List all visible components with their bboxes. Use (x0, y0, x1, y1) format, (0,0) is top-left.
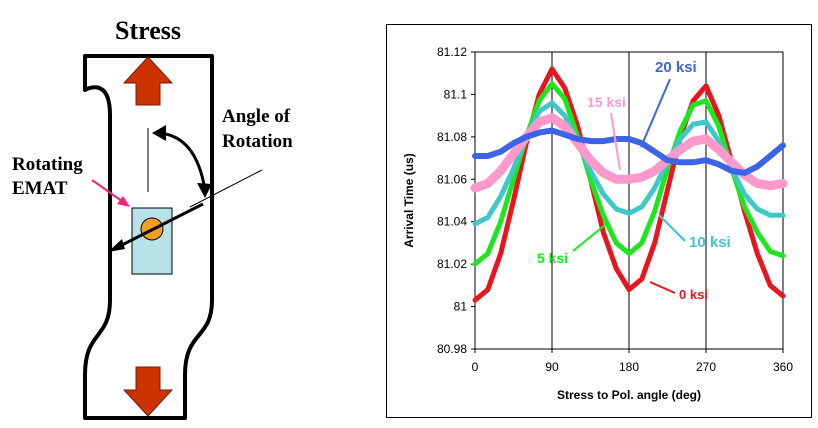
y-tick-label: 81.1 (444, 87, 468, 101)
series-label: 15 ksi (587, 94, 626, 110)
series-label-pointer (658, 214, 686, 242)
x-tick-label: 360 (773, 360, 793, 374)
series-label: 10 ksi (689, 234, 731, 251)
polarization-arrow-head-left (108, 239, 125, 252)
y-tick-label: 81.06 (437, 172, 467, 186)
angle-reference-line (189, 169, 263, 208)
x-tick-label: 0 (472, 360, 479, 374)
angle-arc-head-top (152, 125, 166, 141)
arrival-time-chart: 80.98 81 81.02 81.04 81.06 81.08 81.1 81.12 0 90 1… (402, 45, 793, 402)
y-tick-label: 81 (454, 300, 468, 314)
stress-down-arrow (122, 366, 174, 417)
specimen-outline (83, 54, 214, 420)
angle-label-line2: Rotation (222, 131, 293, 152)
y-tick-label: 80.98 (437, 342, 467, 356)
y-tick-label: 81.04 (437, 215, 467, 229)
series-label-pointer (649, 281, 676, 294)
emat-label-line2: EMAT (12, 178, 68, 199)
polarization-arrow (111, 202, 204, 252)
specimen-diagram: Stress Angle of Rotation Rotating EMAT (12, 16, 293, 420)
y-tick-label: 81.08 (437, 130, 467, 144)
series-line (472, 127, 786, 176)
chart-frame: 80.98 81 81.02 81.04 81.06 81.08 81.1 81.12 0 90 1… (386, 24, 812, 418)
y-axis-label: Arrival Time (us) (402, 153, 416, 247)
angle-arc-head-bottom (197, 183, 212, 198)
y-tick-label: 81.12 (437, 45, 467, 59)
series-label: 20 ksi (655, 59, 697, 76)
emat-pointer-head (117, 196, 130, 207)
series-label-pointer (640, 78, 671, 148)
series-label-pointer (610, 112, 621, 171)
series-label: 5 ksi (537, 250, 568, 266)
series-label-pointer (572, 224, 606, 252)
emat-label-line1: Rotating (12, 154, 83, 175)
series-label: 0 ksi (679, 287, 708, 302)
stress-up-arrow (122, 56, 174, 106)
x-tick-label: 90 (545, 360, 559, 374)
y-tick-label: 81.02 (437, 257, 467, 271)
x-tick-label: 270 (696, 360, 716, 374)
angle-label-line1: Angle of (222, 106, 291, 127)
angle-of-rotation-arc (157, 131, 207, 191)
stress-title: Stress (115, 16, 181, 45)
x-tick-label: 180 (619, 360, 639, 374)
x-axis-label: Stress to Pol. angle (deg) (557, 388, 701, 402)
